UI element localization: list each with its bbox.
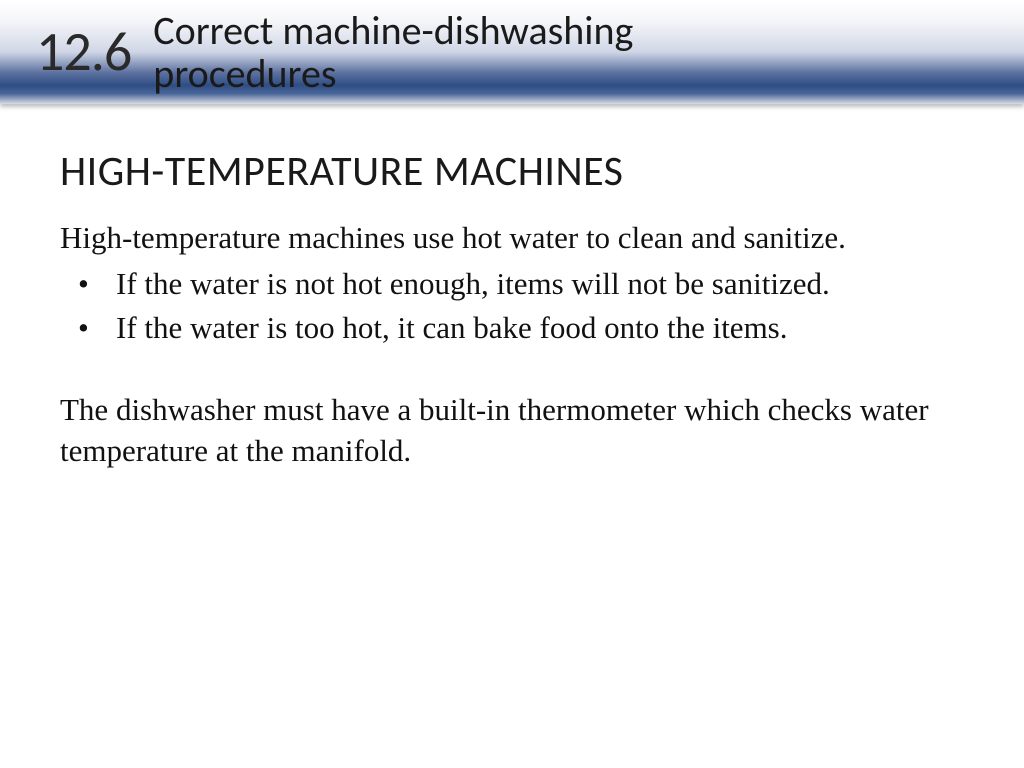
header-title: Correct machine-dishwashing procedures (153, 9, 633, 95)
header-title-line1: Correct machine-dishwashing (153, 6, 633, 55)
slide-content: HIGH-TEMPERATURE MACHINES High-temperatu… (0, 104, 1024, 472)
section-number: 12.6 (36, 24, 131, 80)
bullet-list: If the water is not hot enough, items wi… (60, 263, 964, 349)
content-subtitle: HIGH-TEMPERATURE MACHINES (60, 146, 964, 197)
list-item: If the water is not hot enough, items wi… (60, 263, 964, 305)
list-item: If the water is too hot, it can bake foo… (60, 307, 964, 349)
intro-paragraph: High-temperature machines use hot water … (60, 217, 964, 259)
header-band: 12.6 Correct machine-dishwashing procedu… (0, 0, 1024, 104)
closing-paragraph: The dishwasher must have a built-in ther… (60, 389, 964, 473)
header-title-line2: procedures (153, 49, 336, 98)
body-text: High-temperature machines use hot water … (60, 217, 964, 472)
